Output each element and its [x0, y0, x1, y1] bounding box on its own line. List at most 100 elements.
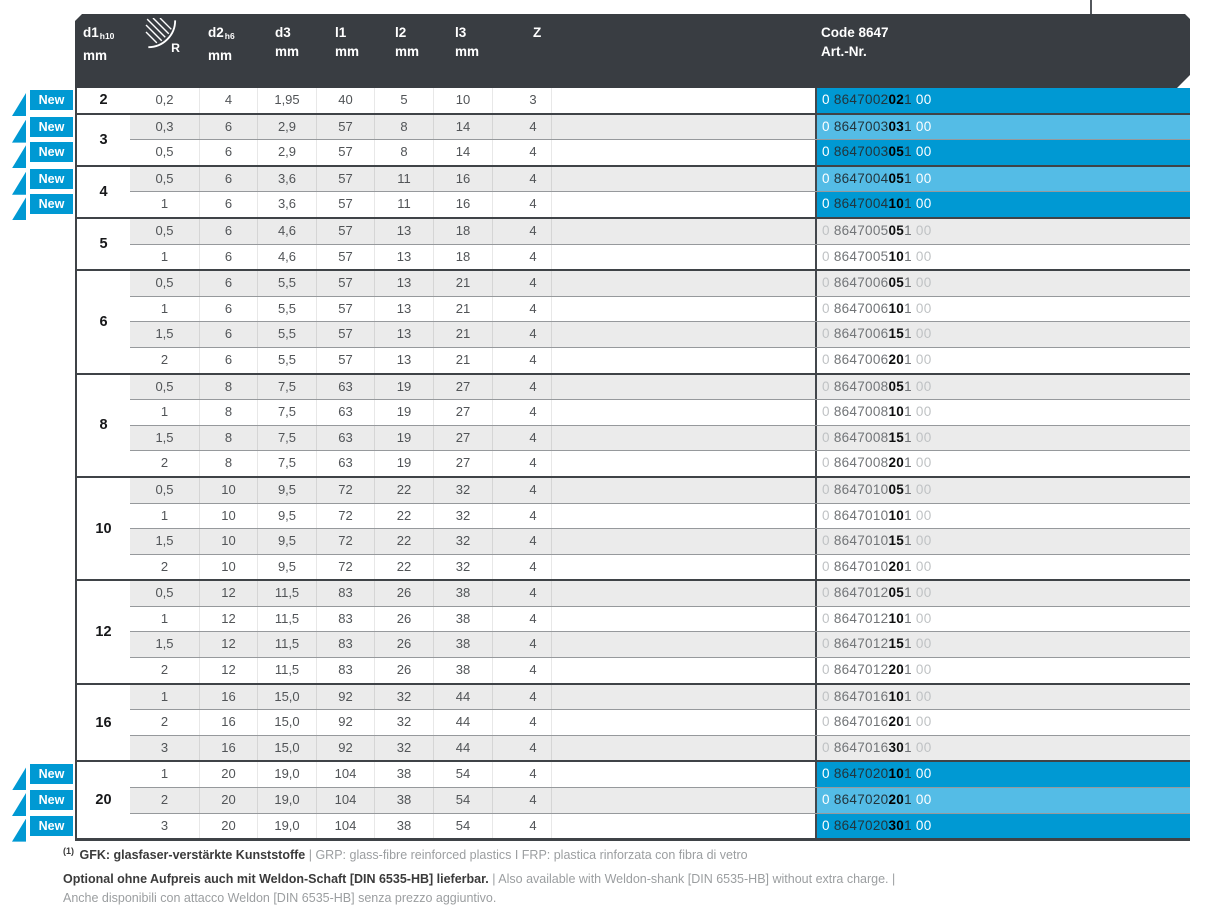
d1-group-value: 16: [77, 685, 130, 761]
row-spacer: [552, 685, 815, 710]
article-number-part: 10: [888, 301, 904, 316]
article-number-part: 05: [888, 144, 904, 159]
cell-d3: 11,5: [258, 632, 317, 657]
article-number-part: 0: [822, 818, 830, 833]
article-number-part: 00: [916, 508, 932, 523]
row-spacer: [552, 192, 815, 217]
article-number-part: 8647012: [834, 662, 889, 677]
new-badge: New: [12, 117, 73, 137]
article-number-part: 00: [916, 585, 932, 600]
cell-l3: 21: [434, 297, 493, 322]
article-number-part: 0: [822, 766, 830, 781]
article-number-part: 1: [904, 689, 912, 704]
cell-z: 4: [493, 322, 552, 347]
article-number-part: 1: [904, 792, 912, 807]
article-number-part: 0: [822, 611, 830, 626]
article-number-part: 8647010: [834, 508, 889, 523]
article-number-part: 15: [888, 430, 904, 445]
article-number-part: 00: [916, 352, 932, 367]
cell-l1: 83: [317, 581, 375, 606]
new-badge-fold: [12, 819, 26, 842]
footnote-gfk-german: GFK: glasfaser-verstärkte Kunststoffe: [79, 848, 305, 862]
header-label: d3: [275, 25, 291, 40]
row-spacer: [552, 245, 815, 270]
header-label: d1: [83, 25, 99, 40]
column-header-d2: d2h6 mm: [200, 14, 258, 88]
article-number-part: 8647010: [834, 559, 889, 574]
cell-d2: 6: [200, 140, 258, 165]
cell-l1: 57: [317, 245, 375, 270]
cell-l1: 72: [317, 529, 375, 554]
d1-group-value: 2: [77, 88, 130, 113]
cell-l2: 22: [375, 555, 434, 580]
new-badge: New: [12, 194, 73, 214]
page-column-divider: [1090, 0, 1092, 14]
article-number-part: 1: [904, 430, 912, 445]
new-badge-fold: [12, 767, 26, 790]
cell-z: 3: [493, 88, 552, 113]
header-unit: mm: [335, 44, 359, 59]
cell-d3: 19,0: [258, 762, 317, 787]
cell-l1: 104: [317, 762, 375, 787]
header-sublabel: Art.-Nr.: [821, 44, 867, 59]
new-badge-label: New: [30, 816, 73, 836]
article-number-part: 00: [916, 714, 932, 729]
article-number-part: 8647006: [834, 301, 889, 316]
cell-d2: 6: [200, 348, 258, 373]
article-number-part: 0: [822, 196, 830, 211]
article-number-part: 00: [916, 740, 932, 755]
article-number-part: 0: [822, 249, 830, 264]
cell-l3: 21: [434, 348, 493, 373]
row-spacer: [552, 375, 815, 400]
cell-r: 1: [130, 400, 200, 425]
cell-d2: 10: [200, 555, 258, 580]
article-number-part: 8647008: [834, 379, 889, 394]
article-number-part: 10: [888, 766, 904, 781]
article-number-part: 0: [822, 792, 830, 807]
header-tolerance: h6: [225, 31, 235, 41]
cell-d3: 11,5: [258, 607, 317, 632]
cell-l1: 40: [317, 88, 375, 113]
cell-l3: 21: [434, 271, 493, 296]
article-number-part: 1: [904, 326, 912, 341]
article-number-part: 00: [916, 379, 932, 394]
cell-r: 1,5: [130, 322, 200, 347]
article-number-part: 00: [916, 301, 932, 316]
table-header: d1h10 mm R d2h6 mm d3 mm: [75, 14, 1190, 88]
article-number-part: 10: [888, 249, 904, 264]
cell-d2: 12: [200, 658, 258, 683]
new-badge-label: New: [30, 169, 73, 189]
article-number-part: 8647008: [834, 430, 889, 445]
article-number-part: 00: [916, 533, 932, 548]
header-unit: mm: [208, 48, 232, 63]
cell-r: 0,5: [130, 581, 200, 606]
cell-l1: 63: [317, 400, 375, 425]
cell-l2: 26: [375, 607, 434, 632]
row-spacer: [552, 658, 815, 683]
cell-z: 4: [493, 632, 552, 657]
cell-l3: 27: [434, 400, 493, 425]
cell-d2: 8: [200, 451, 258, 476]
cell-d3: 5,5: [258, 322, 317, 347]
cell-l1: 57: [317, 219, 375, 244]
